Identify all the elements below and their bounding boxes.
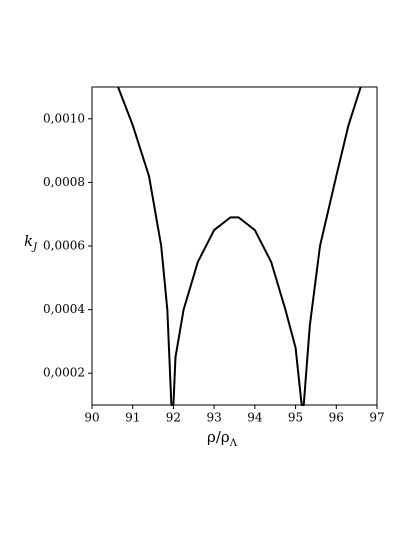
x-tick-label: 96 [329, 411, 344, 425]
x-axis-title-sub: Λ [229, 438, 238, 449]
x-tick-label: 91 [125, 411, 140, 425]
y-tick-label: 0,0002 [43, 366, 85, 380]
x-axis-title-main: ρ/ρ [207, 428, 230, 446]
y-tick-label: 0,0006 [43, 239, 85, 253]
x-tick-label: 97 [369, 411, 384, 425]
x-tick-label: 90 [84, 411, 99, 425]
y-axis-title-main: k [24, 232, 33, 250]
x-tick-label: 92 [166, 411, 181, 425]
x-axis-title: ρ/ρΛ [207, 428, 238, 449]
x-tick-label: 95 [288, 411, 303, 425]
curve [117, 86, 362, 406]
x-tick-label: 94 [247, 411, 263, 425]
y-axis-title-sub: J [31, 242, 38, 253]
y-tick-label: 0,0010 [43, 111, 85, 125]
y-tick-label: 0,0008 [43, 175, 85, 189]
y-tick-label: 0,0004 [43, 302, 85, 316]
x-tick-label: 93 [207, 411, 222, 425]
y-axis-title: kJ [24, 232, 38, 253]
